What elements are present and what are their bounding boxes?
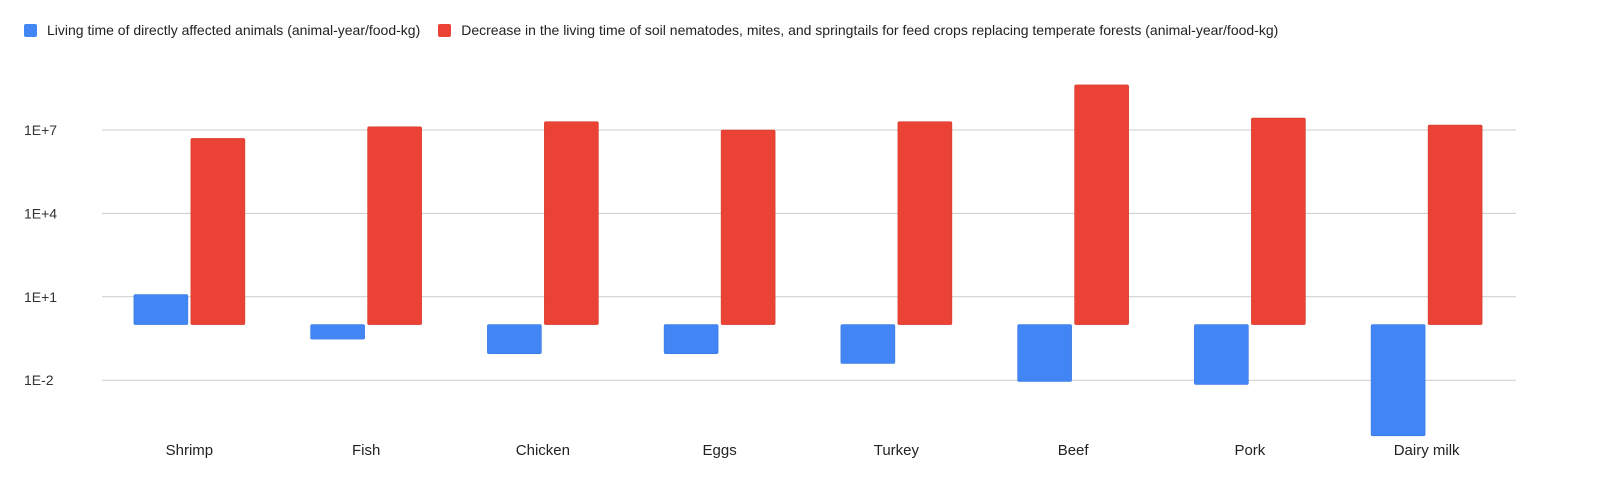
legend-label-series-1: Living time of directly affected animals…	[47, 22, 421, 38]
x-tick-label: Dairy milk	[1394, 442, 1460, 459]
y-tick-label: 1E+7	[24, 122, 57, 138]
legend-swatch-red	[438, 23, 452, 37]
bar-soil-eggs[interactable]	[720, 129, 776, 325]
y-tick-label: 1E-2	[24, 372, 54, 388]
x-tick-label: Pork	[1234, 442, 1265, 459]
x-tick-label: Shrimp	[166, 442, 214, 459]
bar-direct-shrimp[interactable]	[133, 294, 189, 325]
y-tick-label: 1E+4	[24, 205, 57, 221]
legend-swatch-blue	[24, 23, 37, 37]
x-tick-label: Fish	[352, 442, 380, 459]
x-tick-label: Beef	[1058, 442, 1090, 459]
legend: Living time of directly affected animals…	[24, 22, 1296, 38]
bar-direct-chicken[interactable]	[487, 324, 542, 354]
legend-label-series-2: Decrease in the living time of soil nema…	[461, 22, 1279, 38]
bar-direct-pork[interactable]	[1194, 324, 1249, 385]
bar-soil-chicken[interactable]	[544, 121, 599, 325]
bar-direct-dairy-milk[interactable]	[1370, 324, 1426, 437]
legend-item-series-2[interactable]: Decrease in the living time of soil nema…	[438, 22, 1278, 38]
bar-direct-eggs[interactable]	[663, 324, 719, 354]
y-tick-label: 1E+1	[24, 289, 57, 305]
bar-direct-fish[interactable]	[310, 324, 365, 340]
bar-direct-turkey[interactable]	[840, 324, 896, 364]
x-tick-label: Chicken	[516, 442, 570, 459]
legend-item-series-1[interactable]: Living time of directly affected animals…	[24, 22, 420, 38]
bar-soil-fish[interactable]	[367, 126, 422, 325]
bar-soil-beef[interactable]	[1074, 84, 1129, 325]
x-tick-label: Turkey	[874, 442, 920, 459]
bar-soil-shrimp[interactable]	[190, 138, 246, 325]
bar-soil-dairy-milk[interactable]	[1427, 124, 1483, 325]
x-tick-label: Eggs	[703, 442, 737, 459]
bar-direct-beef[interactable]	[1017, 324, 1072, 382]
bar-soil-pork[interactable]	[1251, 117, 1306, 325]
bar-soil-turkey[interactable]	[897, 121, 953, 325]
